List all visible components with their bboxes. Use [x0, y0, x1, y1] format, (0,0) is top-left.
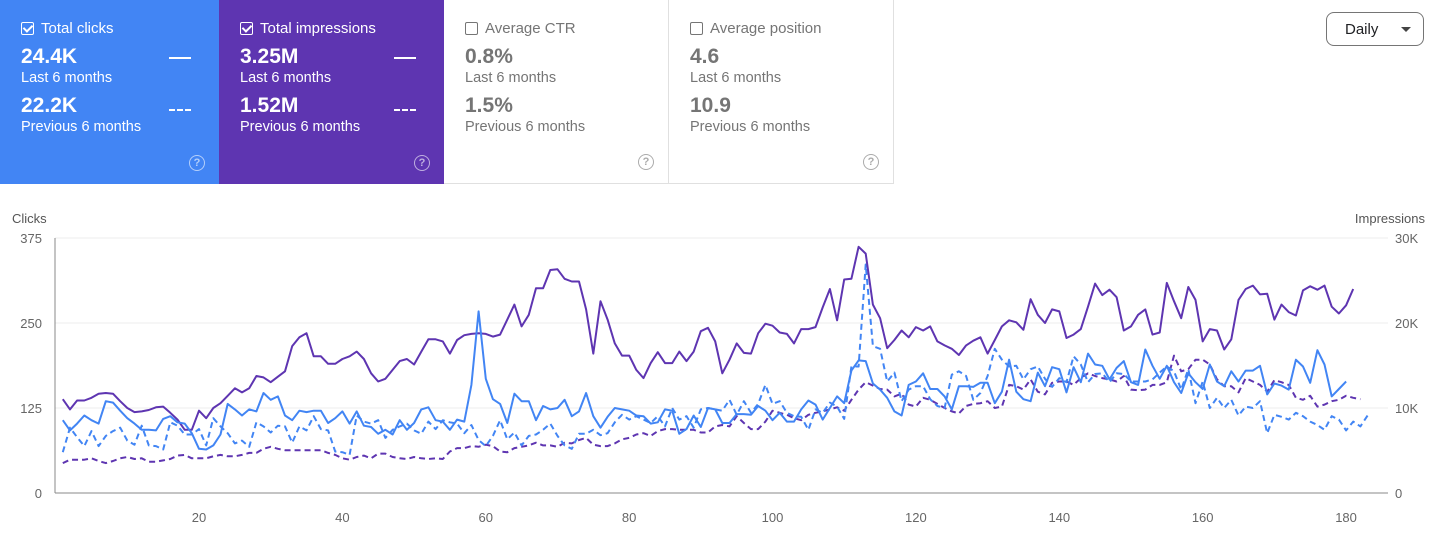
current-value: 4.6: [690, 45, 720, 68]
previous-period-label: Previous 6 months: [240, 119, 361, 135]
current-period-label: Last 6 months: [690, 70, 782, 86]
previous-value: 1.5%: [465, 94, 513, 117]
series-line-impressions-previous-6-months: [62, 354, 1361, 465]
y-tick-label: 0: [35, 486, 42, 501]
checkbox-checked-icon[interactable]: [240, 21, 253, 35]
checkbox-unchecked-icon[interactable]: [690, 21, 703, 35]
previous-period-label: Previous 6 months: [21, 119, 142, 135]
card-label: Total clicks: [41, 19, 114, 37]
help-icon[interactable]: ?: [189, 155, 205, 171]
card-total-impressions[interactable]: Total impressions 3.25M Last 6 months 1.…: [219, 0, 444, 184]
x-tick-label: 180: [1335, 510, 1357, 525]
card-label: Total impressions: [260, 19, 376, 37]
dashed-line-legend-icon: [394, 109, 416, 111]
card-label: Average position: [710, 19, 822, 37]
y-tick-label: 375: [20, 231, 42, 246]
current-period-label: Last 6 months: [465, 70, 557, 86]
checkbox-checked-icon[interactable]: [21, 21, 34, 35]
y-axis-label-clicks: Clicks: [12, 211, 47, 226]
granularity-dropdown[interactable]: Daily: [1326, 12, 1424, 46]
previous-period-label: Previous 6 months: [465, 119, 586, 135]
solid-line-legend-icon: [169, 57, 191, 59]
x-tick-label: 140: [1048, 510, 1070, 525]
card-average-position[interactable]: Average position 4.6 Last 6 months 10.9 …: [669, 0, 894, 184]
help-icon[interactable]: ?: [638, 154, 654, 170]
x-tick-label: 120: [905, 510, 927, 525]
dashed-line-legend-icon: [169, 109, 191, 111]
x-tick-label: 40: [335, 510, 349, 525]
x-tick-label: 100: [762, 510, 784, 525]
current-period-label: Last 6 months: [21, 70, 113, 86]
y2-tick-label: 0: [1395, 486, 1402, 501]
previous-value: 10.9: [690, 94, 731, 117]
y-tick-label: 250: [20, 316, 42, 331]
current-value: 0.8%: [465, 45, 513, 68]
y2-tick-label: 10K: [1395, 401, 1418, 416]
help-icon[interactable]: ?: [863, 154, 879, 170]
previous-period-label: Previous 6 months: [690, 119, 811, 135]
series-line-clicks-last-6-months: [61, 310, 1347, 451]
current-value: 24.4K: [21, 45, 78, 68]
y2-axis-label-impressions: Impressions: [1354, 211, 1425, 226]
card-total-clicks[interactable]: Total clicks 24.4K Last 6 months 22.2K P…: [0, 0, 219, 184]
previous-value: 1.52M: [240, 94, 299, 117]
help-icon[interactable]: ?: [414, 155, 430, 171]
x-tick-label: 20: [192, 510, 206, 525]
granularity-selected: Daily: [1345, 20, 1379, 38]
x-tick-label: 80: [622, 510, 636, 525]
series-line-impressions-last-6-months: [61, 245, 1355, 431]
current-value: 3.25M: [240, 45, 299, 68]
caret-down-icon: [1401, 27, 1411, 32]
card-average-ctr[interactable]: Average CTR 0.8% Last 6 months 1.5% Prev…: [444, 0, 669, 184]
previous-value: 22.2K: [21, 94, 78, 117]
y2-tick-label: 20K: [1395, 316, 1418, 331]
card-label: Average CTR: [485, 19, 576, 37]
x-tick-label: 60: [479, 510, 493, 525]
solid-line-legend-icon: [394, 57, 416, 59]
checkbox-unchecked-icon[interactable]: [465, 21, 478, 35]
current-period-label: Last 6 months: [240, 70, 332, 86]
y-tick-label: 125: [20, 401, 42, 416]
y2-tick-label: 30K: [1395, 231, 1418, 246]
x-tick-label: 160: [1192, 510, 1214, 525]
